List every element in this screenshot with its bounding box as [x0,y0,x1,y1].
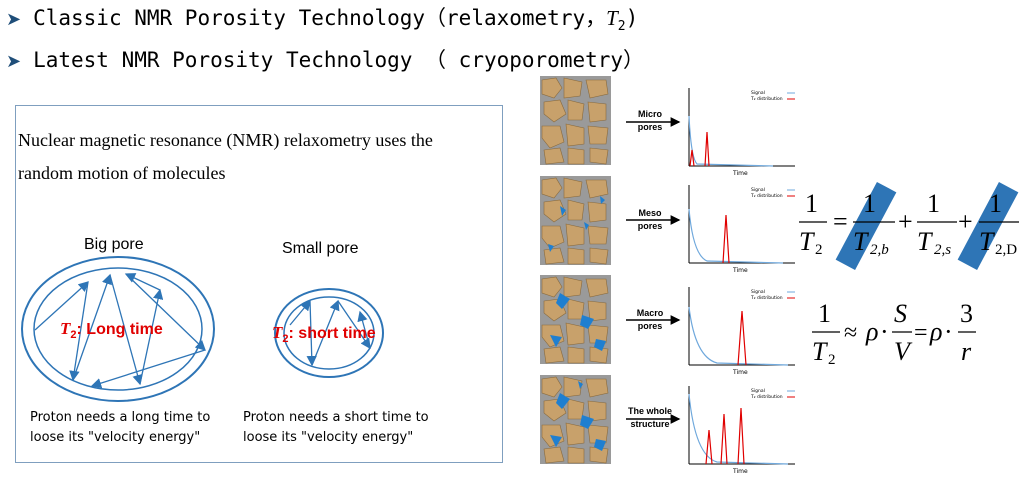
pore-ellipses-diagram [21,256,384,402]
bullet-tail: ) [625,6,639,30]
legend-t2: T₂ distribution [750,295,783,301]
svg-text:T: T [853,227,869,256]
f2-approx: ≈ [844,320,857,346]
f1-sub-b: 2,b [870,242,889,258]
f2-T: T [812,337,828,366]
small-pore-description: Proton needs a short time to loose its "v… [243,410,429,445]
intro-text: Nuclear magnetic resonance (NMR) relaxom… [18,130,433,183]
small-pore-trajectory [289,299,371,367]
bullet-text: Classic NMR Porosity Technology（relaxome… [33,6,607,30]
row-label-whole: The whole structure [627,406,672,429]
f1-numerator: 1 [805,189,818,218]
f1-T: T [799,227,815,256]
bullet-text: Latest NMR Porosity Technology （ cryopor… [33,48,645,72]
relaxometry-panel [15,105,503,463]
f2-r: r [961,337,972,366]
big-pore-inner-ellipse [33,267,203,391]
cross-out-bulk-term [835,181,897,270]
surface-volume-formula: 1 T 2 ≈ ρ · S V = ρ · 3 r [812,299,976,368]
row-label-macro: Macro pores [636,308,664,331]
t2-symbol: T [606,6,618,30]
signal-curve [688,393,789,465]
big-pore-outer-ellipse [21,256,215,402]
svg-text:·: · [944,317,953,346]
svg-text:1: 1 [989,189,1002,218]
x-axis-label: Time [732,267,748,274]
f2-three: 3 [960,299,973,328]
mini-chart-meso: Signal T₂ distribution Time [688,185,795,274]
svg-text:1: 1 [863,189,876,218]
big-pore-trajectory [34,273,206,389]
svg-text:+: + [958,207,973,236]
rock-macro-pores-image [540,275,611,364]
signal-curve [688,306,789,366]
f2-dot: · [880,317,889,346]
rock-meso-pores-image [540,176,611,265]
x-axis-label: Time [732,468,748,475]
f2-S: S [894,299,907,328]
row-label-micro: Micro pores [637,109,663,132]
x-axis-label: Time [732,170,748,177]
legend-t2: T₂ distribution [750,96,783,102]
cross-out-diffusion-term [957,181,1019,270]
t2-peak [720,413,728,465]
f1-sub-D: 2,D [995,242,1017,258]
t2-peak [737,407,745,465]
t2-peak [737,310,747,366]
f2-eq: = [914,320,928,346]
rock-micro-pores-image [540,76,611,165]
small-pore-label: Small pore [282,240,359,257]
big-pore-description: Proton needs a long time to loose its "ve… [30,410,211,445]
x-axis-label: Time [732,369,748,376]
legend-signal: Signal [751,289,765,295]
t2-peak [689,149,695,167]
t2-peak [705,429,713,465]
small-pore-t2-label: T2: short time [272,323,376,346]
f2-rho: ρ [865,317,878,346]
small-pore-outer-ellipse [274,288,384,378]
mini-chart-macro: Signal T₂ distribution Time [688,287,795,376]
arrow-bullet-icon: ➤ [6,9,22,30]
signal-curve [688,115,774,167]
f2-V: V [894,337,913,366]
f1-sub2: 2 [815,242,823,258]
bullet-relaxometry: ➤ Classic NMR Porosity Technology（relaxom… [6,2,638,34]
row-arrows [626,117,681,424]
f1-plus: + [898,207,913,236]
svg-text:ρ: ρ [929,317,942,346]
t2-subscript: 2 [617,19,626,35]
legend-signal: Signal [751,187,765,193]
small-pore-inner-ellipse [283,296,375,370]
mini-chart-micro: Signal T₂ distribution Time [688,88,795,177]
relaxation-rate-formula: 1 T 2 = 1 T 2,b + 1 T 2,s + 1 T 2,D [799,181,1019,270]
f1-sub-s: 2,s [934,242,951,258]
signal-curve [688,208,784,264]
mini-chart-whole: Signal T₂ distribution Time [688,386,795,475]
big-pore-label: Big pore [84,236,144,253]
f1-eq: = [833,207,848,236]
svg-text:T: T [917,227,933,256]
row-label-meso: Meso pores [637,208,663,231]
t2-peak [704,131,710,167]
legend-t2: T₂ distribution [750,394,783,400]
arrow-bullet-icon: ➤ [6,51,22,72]
big-pore-t2-label: T2: Long time [60,319,163,342]
legend-t2: T₂ distribution [750,193,783,199]
rock-whole-structure-image [540,375,611,464]
svg-text:1: 1 [927,189,940,218]
t2-peak [722,214,730,264]
bullet-cryoporometry: ➤ Latest NMR Porosity Technology （ cryopo… [6,44,644,74]
svg-text:T: T [979,227,995,256]
f2-numerator: 1 [818,299,831,328]
f2-sub2: 2 [828,352,836,368]
legend-signal: Signal [751,90,765,96]
legend-signal: Signal [751,388,765,394]
